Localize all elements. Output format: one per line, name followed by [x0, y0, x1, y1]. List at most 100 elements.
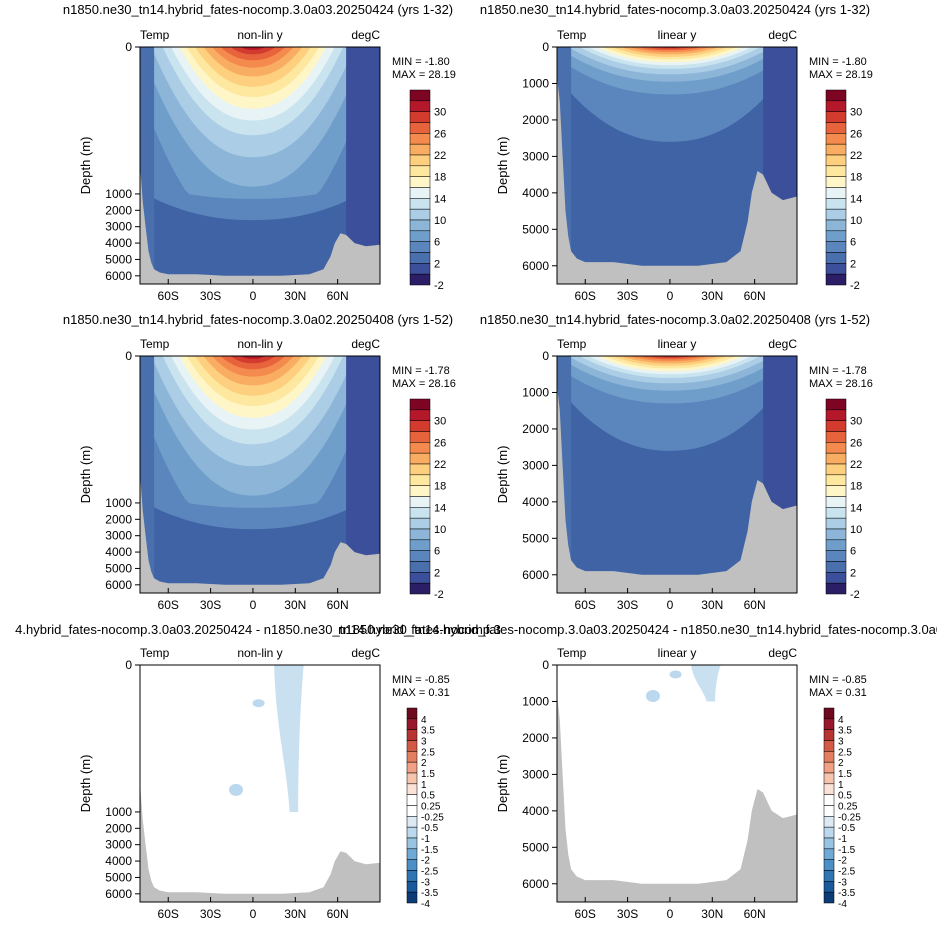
- colorbar-label: 18: [850, 172, 862, 184]
- y-tick-label: 3000: [522, 458, 549, 472]
- colorbar-label: 6: [434, 546, 440, 558]
- colorbar-segment: [825, 89, 847, 102]
- colorbar-segment: [823, 772, 835, 785]
- colorbar-label: 14: [850, 193, 862, 205]
- temperature-band: [240, 356, 266, 359]
- land-mask: [140, 782, 380, 902]
- x-tick-label: 30N: [701, 907, 723, 921]
- colorbar-segment: [825, 176, 847, 188]
- temperature-band: [240, 47, 266, 50]
- colorbar-segment: [825, 528, 847, 541]
- colorbar-label: 10: [850, 524, 862, 536]
- colorbar-segment: [409, 176, 431, 188]
- colorbar-segment: [825, 463, 847, 476]
- colorbar-segment: [409, 252, 431, 264]
- colorbar-segment: [409, 539, 431, 551]
- y-tick-label: 5000: [522, 840, 549, 854]
- colorbar-label: 2: [434, 258, 440, 270]
- yscale-label: linear y: [658, 646, 697, 660]
- chart-panel-3: n1850.ne30_tn14.hybrid_fates-nocomp.3.0a…: [63, 312, 456, 612]
- colorbar-label: 3.5: [838, 726, 852, 737]
- y-tick-label: 0: [125, 658, 132, 672]
- colorbar-label: 30: [850, 107, 862, 119]
- variable-label: Temp: [557, 337, 587, 351]
- x-tick-label: 60N: [327, 907, 349, 921]
- variable-label: Temp: [140, 646, 170, 660]
- colorbar-segment: [823, 761, 835, 774]
- x-tick-label: 30S: [617, 598, 638, 612]
- max-label: MAX = 28.16: [392, 378, 456, 390]
- plot-frame: [139, 355, 381, 594]
- units-label: degC: [768, 646, 797, 660]
- colorbar-label: 1.5: [421, 769, 435, 780]
- y-axis-label: Depth (m): [495, 755, 510, 813]
- y-tick-label: 2000: [105, 512, 132, 526]
- colorbar-label: -2.5: [421, 867, 439, 878]
- anomaly-region: [669, 670, 682, 679]
- colorbar-label: -3: [421, 877, 430, 888]
- y-tick-label: 1000: [105, 805, 132, 819]
- variable-label: Temp: [557, 646, 587, 660]
- colorbar-label: -2.5: [838, 867, 856, 878]
- colorbar-segment: [825, 263, 847, 275]
- colorbar-label: 1: [421, 780, 427, 791]
- colorbar-label: 3.5: [421, 726, 435, 737]
- y-tick-label: 0: [542, 349, 549, 363]
- colorbar-segment: [825, 133, 847, 145]
- y-tick-label: 2000: [105, 821, 132, 835]
- max-label: MAX = 0.31: [392, 687, 450, 699]
- y-tick-label: 0: [125, 349, 132, 363]
- plot-frame: [139, 46, 381, 285]
- y-tick-label: 1000: [105, 187, 132, 201]
- y-tick-label: 2000: [522, 422, 549, 436]
- colorbar-label: -3.5: [838, 888, 856, 899]
- colorbar-label: 18: [434, 172, 446, 184]
- colorbar-segment: [409, 442, 431, 454]
- min-label: MIN = -1.80: [809, 56, 867, 68]
- colorbar-label: 10: [434, 524, 446, 536]
- colorbar-segment: [406, 837, 418, 850]
- colorbar-segment: [409, 100, 431, 112]
- colorbar-segment: [825, 420, 847, 432]
- colorbar-segment: [823, 805, 835, 817]
- min-label: MIN = -0.85: [809, 674, 867, 686]
- colorbar-label: 26: [850, 128, 862, 140]
- colorbar-label: -3: [838, 877, 847, 888]
- colorbar-segment: [409, 111, 431, 123]
- colorbar-segment: [409, 165, 431, 177]
- chart-panel-1: n1850.ne30_tn14.hybrid_fates-nocomp.3.0a…: [63, 2, 456, 303]
- colorbar-label: -2: [850, 589, 860, 601]
- colorbar-label: -2: [838, 856, 847, 867]
- colorbar-segment: [825, 496, 847, 508]
- colorbar-segment: [409, 420, 431, 432]
- colorbar-segment: [823, 891, 835, 904]
- chart-panel-2: n1850.ne30_tn14.hybrid_fates-nocomp.3.0a…: [480, 2, 873, 303]
- x-tick-label: 0: [667, 289, 674, 303]
- plot-area: [557, 665, 797, 902]
- y-tick-label: 4000: [522, 186, 549, 200]
- chart-panel-6: n1850.ne30_tn14.hybrid_fates-nocomp.3.0a…: [338, 622, 937, 921]
- max-label: MAX = 28.19: [809, 69, 873, 81]
- y-axis-label: Depth (m): [495, 137, 510, 195]
- colorbar-segment: [825, 442, 847, 454]
- yscale-label: non-lin y: [237, 646, 282, 660]
- y-tick-label: 5000: [105, 561, 132, 575]
- colorbar-label: 10: [434, 215, 446, 227]
- max-label: MAX = 28.16: [809, 378, 873, 390]
- x-tick-label: 60S: [575, 907, 596, 921]
- colorbar-label: 26: [850, 437, 862, 449]
- colorbar-segment: [406, 848, 418, 860]
- x-tick-label: 30N: [284, 598, 306, 612]
- colorbar-segment: [825, 187, 847, 199]
- y-axis-label: Depth (m): [495, 446, 510, 504]
- land-mask: [140, 164, 380, 284]
- colorbar-label: 6: [850, 546, 856, 558]
- colorbar-segment: [823, 718, 835, 730]
- plot-area: [140, 665, 380, 902]
- colorbar-label: 4: [838, 715, 844, 726]
- colorbar-segment: [406, 772, 418, 785]
- x-tick-label: 60N: [327, 289, 349, 303]
- colorbar-segment: [409, 528, 431, 541]
- units-label: degC: [768, 28, 797, 42]
